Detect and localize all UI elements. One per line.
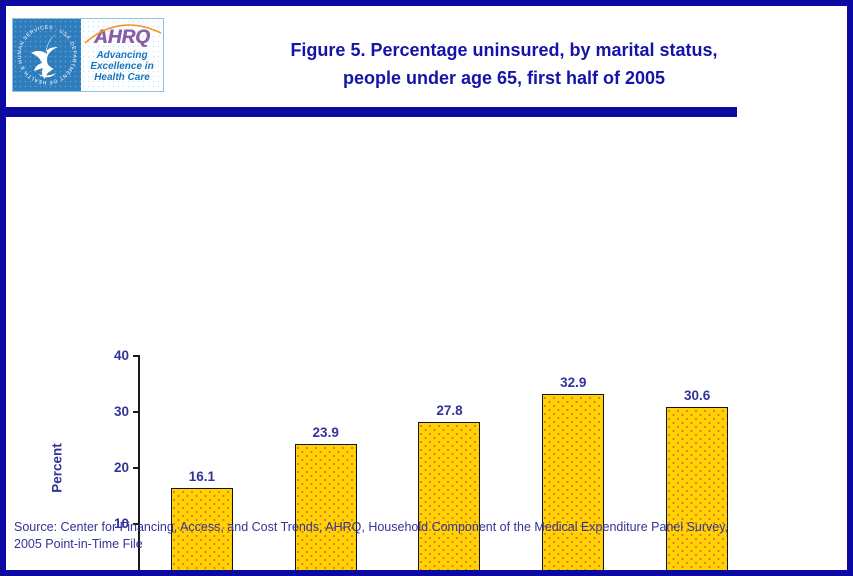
bar-chart: Percent 01020304016.123.927.832.930.6 Ma…: [0, 150, 853, 576]
bar-value-label: 16.1: [188, 468, 216, 484]
bar-group-married: 16.1: [140, 356, 264, 576]
title-line-2: people under age 65, first half of 2005: [342, 68, 666, 88]
bar-never-married: [666, 406, 729, 576]
bar-group-never-married: 30.6: [635, 356, 759, 576]
y-tick-mark: [133, 411, 140, 413]
y-tick-label: 20: [113, 460, 129, 475]
y-tick-label: 30: [113, 404, 129, 419]
y-tick-mark: [133, 523, 140, 525]
y-tick-label: 0: [99, 571, 129, 576]
y-tick-label: 10: [113, 516, 129, 531]
bar-group-separated: 32.9: [511, 356, 635, 576]
y-tick-label: 40: [113, 348, 129, 363]
bar-value-label: 27.8: [436, 403, 463, 419]
bar-married: [170, 487, 233, 576]
bar-divorced: [418, 422, 481, 576]
bar-value-label: 30.6: [683, 387, 711, 403]
ahrq-arc-icon: [84, 24, 162, 44]
bar-separated: [542, 393, 605, 576]
bar-value-label: 23.9: [312, 425, 339, 441]
y-axis-title: Percent: [49, 443, 65, 493]
source-line-2: 2005 Point-in-Time File: [14, 536, 143, 551]
y-tick-mark: [133, 467, 140, 469]
agency-logo: DEPARTMENT OF HEALTH & HUMAN SERVICES · …: [12, 18, 164, 92]
ahrq-tagline: Advancing Excellence in Health Care: [90, 50, 154, 83]
bar-widowed: [294, 444, 357, 576]
hhs-eagle-icon: DEPARTMENT OF HEALTH & HUMAN SERVICES · …: [17, 25, 77, 85]
plot-area: 01020304016.123.927.832.930.6: [114, 348, 759, 576]
y-tick-mark: [133, 355, 140, 357]
ahrq-logo: AHRQ Advancing Excellence in Health Care: [81, 19, 163, 91]
bar-group-widowed: 23.9: [264, 356, 388, 576]
title-line-1: Figure 5. Percentage uninsured, by marit…: [290, 40, 718, 60]
bar-group-divorced: 27.8: [388, 356, 512, 576]
header-divider-bar: [0, 107, 737, 117]
hhs-seal-icon: DEPARTMENT OF HEALTH & HUMAN SERVICES · …: [13, 19, 81, 91]
bar-value-label: 32.9: [560, 374, 587, 390]
source-note: Source: Center for Financing, Access, an…: [14, 519, 834, 552]
ahrq-acronym: AHRQ: [94, 27, 150, 48]
source-line-1: Source: Center for Financing, Access, an…: [14, 520, 729, 534]
page-title: Figure 5. Percentage uninsured, by marit…: [168, 36, 840, 92]
